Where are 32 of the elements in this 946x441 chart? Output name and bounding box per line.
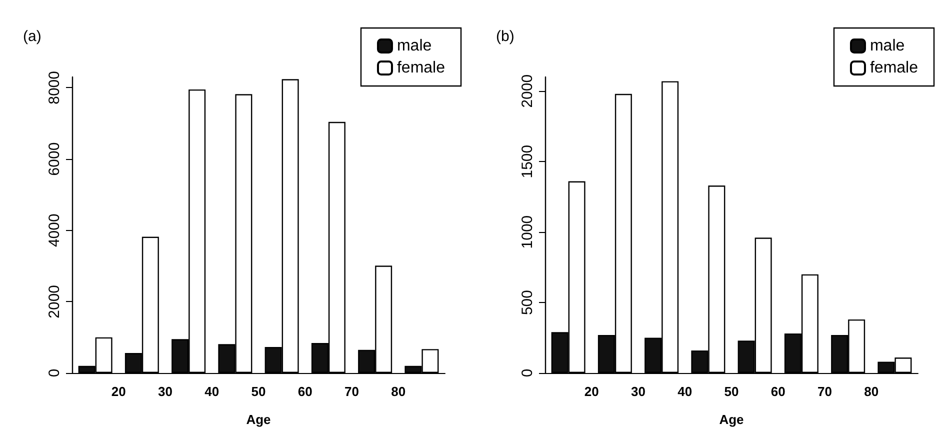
x-tick-label: 40: [204, 384, 220, 399]
y-tick-label: 2000: [519, 74, 536, 108]
x-tick-label: 50: [251, 384, 266, 399]
x-tick-label: 70: [818, 384, 832, 399]
y-tick-label: 1000: [519, 215, 536, 249]
legend-label: female: [396, 60, 446, 76]
x-tick-label: 30: [158, 384, 172, 399]
x-tick-label: 70: [344, 384, 359, 399]
x-tick-label: 20: [584, 384, 599, 399]
y-tick-label: 4000: [46, 214, 63, 248]
x-tick-label: 50: [724, 384, 739, 399]
y-tick-label: 0: [46, 368, 63, 378]
x-axis-title: Age: [246, 412, 271, 427]
y-tick-label: 8000: [46, 71, 63, 104]
chart-title: (a): [23, 28, 42, 45]
y-tick-label: 0: [519, 368, 536, 378]
x-tick-label: 40: [678, 384, 692, 399]
x-axis-title: Age: [719, 412, 744, 427]
legend-label: male: [870, 38, 905, 54]
x-tick-label: 80: [391, 384, 406, 399]
legend-label: female: [870, 60, 918, 76]
x-tick-label: 20: [111, 384, 126, 399]
x-tick-label: 30: [631, 384, 646, 399]
y-tick-label: 1500: [519, 144, 536, 178]
y-tick-label: 500: [519, 290, 536, 316]
legend-label: male: [396, 38, 432, 54]
chart-title: (b): [496, 28, 514, 45]
x-tick-label: 80: [864, 384, 879, 399]
x-tick-label: 60: [770, 384, 786, 399]
x-tick-label: 60: [298, 384, 312, 399]
y-tick-label: 6000: [46, 142, 63, 176]
y-tick-label: 2000: [46, 284, 63, 318]
